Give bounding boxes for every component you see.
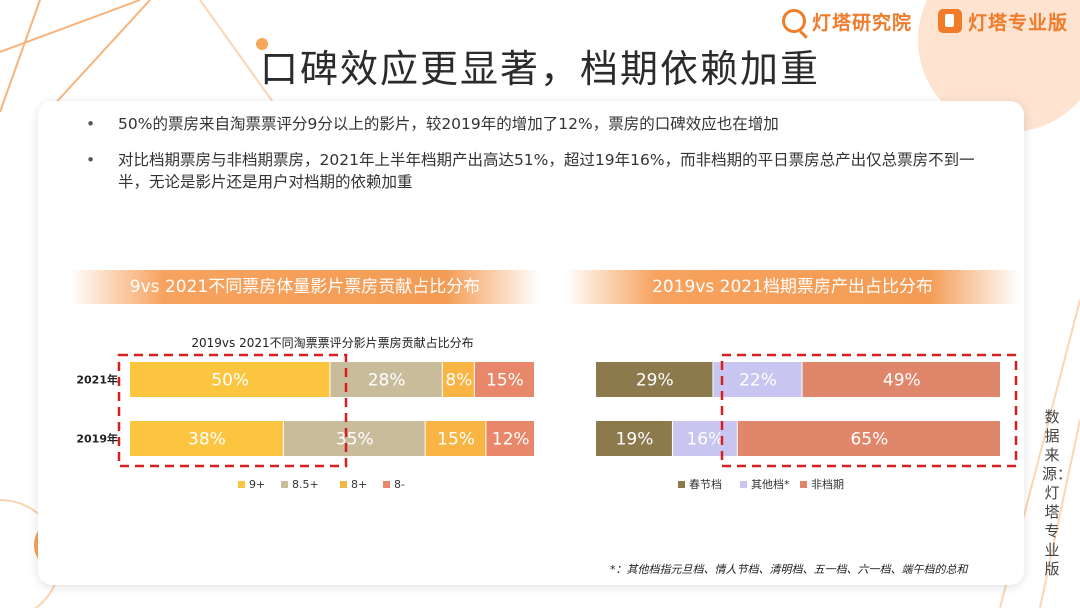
data-label: 65% (850, 430, 888, 450)
page-title: 口碑效应更显著，档期依赖加重 (259, 47, 820, 91)
highlight-box (720, 353, 1018, 468)
data-source: 数据来源：灯塔专业版 (1042, 408, 1073, 578)
data-label: 29% (636, 371, 674, 391)
bar-segment (596, 421, 672, 456)
legend-label: 其他档* (751, 477, 790, 491)
section-header-right: 2019vs 2021档期票房产出占比分布 (565, 270, 1020, 304)
data-label: 8% (445, 371, 472, 391)
bullet-item-1: 50%的票房来自淘票票评分9分以上的影片，较2019年的增加了12%，票房的口碑… (86, 113, 986, 135)
data-label: 16% (686, 430, 724, 450)
bar-segment (130, 362, 330, 397)
bar-segment (474, 362, 534, 397)
bar-segment (330, 362, 442, 397)
legend-label: 8+ (351, 478, 367, 491)
legend-swatch (678, 481, 685, 488)
category-label: 2021年 (76, 373, 118, 387)
legend-swatch (383, 481, 390, 488)
data-label: 19% (616, 430, 654, 450)
highlight-box (117, 353, 348, 468)
data-label: 35% (336, 430, 374, 450)
data-label: 22% (739, 371, 777, 391)
bar-segment (672, 421, 737, 456)
data-label: 49% (883, 371, 921, 391)
bar-segment (425, 421, 486, 456)
bar-segment (802, 362, 1000, 397)
legend-label: 春节档 (689, 477, 722, 491)
chart-title: 2019vs 2021不同淘票票评分影片票房贡献占比分布 (191, 335, 473, 350)
bar-segment (283, 421, 425, 456)
logo-pro-text: 灯塔专业版 (968, 11, 1069, 34)
bar-segment (713, 362, 802, 397)
legend-swatch (238, 481, 245, 488)
logo-pro: 灯塔专业版 (938, 4, 1068, 38)
logo-institute-text: 灯塔研究院 (812, 11, 913, 34)
data-label: 15% (486, 371, 524, 391)
legend-label: 9+ (249, 478, 265, 491)
legend-swatch (281, 481, 288, 488)
legend-label: 8.5+ (292, 478, 319, 491)
data-label: 50% (211, 371, 249, 391)
bar-segment (442, 362, 474, 397)
bar-segment (486, 421, 534, 456)
section-header-left: 9vs 2021不同票房体量影片票房贡献占比分布 (70, 270, 540, 304)
legend-swatch (340, 481, 347, 488)
category-label: 2019年 (76, 432, 118, 446)
legend-label: 8- (394, 478, 405, 491)
data-label: 28% (368, 371, 406, 391)
data-label: 38% (188, 430, 226, 450)
lighthouse-icon (938, 9, 962, 33)
bar-segment (130, 421, 283, 456)
data-label: 12% (492, 430, 530, 450)
bar-segment (596, 362, 713, 397)
legend-swatch (740, 481, 747, 488)
legend-label: 非档期 (811, 477, 844, 491)
data-label: 15% (437, 430, 475, 450)
bullet-list: 50%的票房来自淘票票评分9分以上的影片，较2019年的增加了12%，票房的口碑… (86, 113, 986, 207)
logo-institute: 灯塔研究院 (782, 4, 912, 38)
bullet-item-2: 对比档期票房与非档期票房，2021年上半年档期产出高达51%，超过19年16%，… (86, 149, 986, 193)
search-icon (782, 9, 806, 33)
footnote: *：其他档指元旦档、情人节档、清明档、五一档、六一档、端午档的总和 (610, 563, 968, 576)
bar-segment (737, 421, 1000, 456)
legend-swatch (800, 481, 807, 488)
